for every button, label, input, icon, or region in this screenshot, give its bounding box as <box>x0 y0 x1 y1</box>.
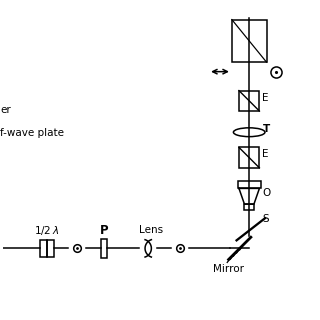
Text: $1/2\,\lambda$: $1/2\,\lambda$ <box>34 224 59 237</box>
Text: Lens: Lens <box>139 225 164 235</box>
Text: Mirror: Mirror <box>213 264 244 274</box>
Text: T: T <box>262 124 270 134</box>
Text: E: E <box>262 93 269 103</box>
Bar <box>40 240 47 257</box>
Bar <box>239 148 260 168</box>
Text: O: O <box>262 188 271 198</box>
Bar <box>244 204 254 211</box>
Bar <box>239 91 260 111</box>
Text: f-wave plate: f-wave plate <box>0 128 64 138</box>
Text: E: E <box>262 149 269 159</box>
Text: P: P <box>100 224 108 237</box>
Bar <box>232 20 267 62</box>
Bar <box>47 240 53 257</box>
Bar <box>238 181 260 188</box>
Text: S: S <box>262 213 269 224</box>
Text: er: er <box>0 105 11 115</box>
Bar <box>101 239 107 258</box>
